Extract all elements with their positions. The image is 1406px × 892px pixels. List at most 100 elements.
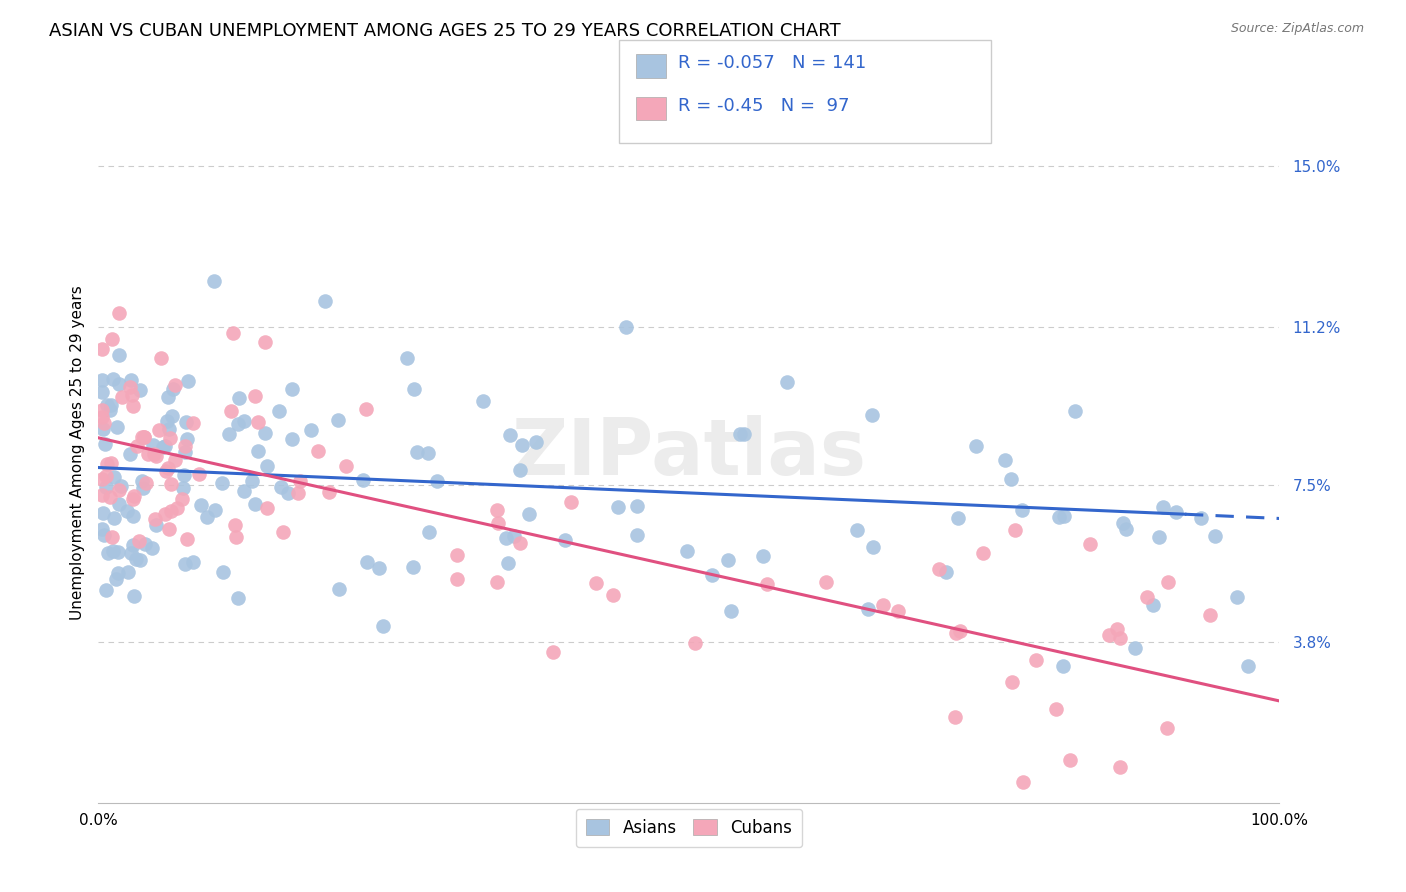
Point — [860, 408, 883, 422]
Point — [107, 544, 129, 558]
Point — [177, 375, 200, 389]
Point — [560, 495, 582, 509]
Point — [143, 447, 166, 461]
Point — [994, 453, 1017, 467]
Point — [91, 385, 114, 400]
Point — [253, 334, 276, 349]
Point — [222, 326, 245, 340]
Point — [172, 491, 194, 506]
Point — [418, 446, 440, 460]
Point — [510, 438, 533, 452]
Point — [121, 538, 143, 552]
Point — [426, 474, 449, 488]
Point — [174, 415, 197, 429]
Point — [1199, 607, 1222, 622]
Point — [946, 510, 969, 524]
Point — [845, 524, 868, 538]
Point — [120, 546, 142, 560]
Point — [118, 380, 141, 394]
Point — [125, 439, 148, 453]
Point — [328, 413, 350, 427]
Point — [91, 472, 114, 486]
Point — [406, 445, 429, 459]
Point — [1147, 530, 1170, 544]
Point — [887, 604, 910, 618]
Point — [211, 476, 233, 491]
Point — [141, 541, 163, 556]
Point — [356, 556, 378, 570]
Point — [683, 636, 706, 650]
Point — [211, 566, 233, 580]
Point — [1157, 574, 1180, 589]
Point — [145, 449, 167, 463]
Point — [972, 546, 994, 560]
Point — [509, 463, 531, 477]
Point — [94, 481, 117, 495]
Point — [1226, 590, 1249, 604]
Point — [105, 419, 128, 434]
Point — [132, 481, 155, 495]
Point — [96, 398, 118, 412]
Point — [471, 393, 494, 408]
Point — [124, 489, 146, 503]
Point — [122, 589, 145, 603]
Point — [96, 458, 118, 472]
Point — [446, 572, 468, 586]
Point — [1059, 753, 1081, 767]
Point — [117, 566, 139, 580]
Point — [173, 468, 195, 483]
Point — [254, 426, 277, 441]
Point — [246, 415, 269, 429]
Point — [872, 599, 894, 613]
Point — [606, 500, 628, 514]
Point — [101, 544, 124, 558]
Point — [152, 440, 174, 454]
Point — [181, 555, 204, 569]
Point — [103, 511, 125, 525]
Point — [134, 537, 156, 551]
Point — [157, 422, 180, 436]
Point — [602, 588, 624, 602]
Point — [1236, 658, 1258, 673]
Point — [120, 373, 142, 387]
Point — [100, 456, 122, 470]
Point — [1142, 598, 1164, 612]
Point — [395, 351, 418, 365]
Point — [756, 576, 779, 591]
Point — [176, 532, 198, 546]
Point — [157, 522, 180, 536]
Point — [91, 342, 114, 356]
Point — [173, 558, 195, 572]
Point — [335, 458, 357, 473]
Point — [163, 378, 186, 392]
Point — [156, 414, 179, 428]
Point — [1152, 500, 1174, 514]
Point — [499, 427, 522, 442]
Point — [129, 383, 152, 397]
Point — [1004, 523, 1026, 537]
Point — [856, 601, 879, 615]
Point — [776, 375, 799, 389]
Point — [155, 464, 177, 478]
Point — [485, 575, 508, 590]
Point — [700, 568, 723, 582]
Point — [1052, 659, 1074, 673]
Point — [1047, 509, 1070, 524]
Point — [287, 486, 309, 500]
Point — [94, 469, 117, 483]
Point — [91, 402, 114, 417]
Point — [107, 566, 129, 581]
Point — [270, 480, 292, 494]
Point — [163, 453, 186, 467]
Point — [202, 274, 225, 288]
Point — [314, 294, 336, 309]
Point — [136, 447, 159, 461]
Point — [100, 490, 122, 504]
Point — [132, 430, 155, 444]
Point — [91, 522, 114, 536]
Point — [228, 391, 250, 405]
Point — [1045, 702, 1067, 716]
Point — [93, 416, 115, 430]
Point — [176, 432, 198, 446]
Point — [353, 473, 375, 487]
